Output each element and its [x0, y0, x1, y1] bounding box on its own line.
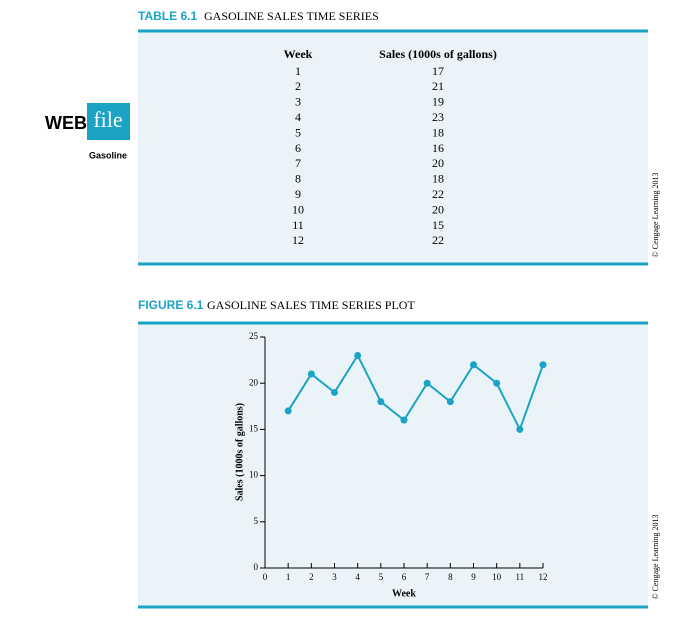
data-point	[446, 398, 454, 406]
x-tick-label: 0	[263, 572, 268, 582]
data-point	[470, 361, 477, 369]
table-cell: 8	[295, 172, 301, 186]
x-tick-label: 6	[402, 572, 407, 582]
table-cell: 18	[432, 172, 444, 186]
table-cell: 1	[295, 64, 301, 78]
data-point	[400, 416, 408, 424]
table-cell: 12	[292, 233, 304, 247]
table-panel	[138, 30, 648, 265]
table-cell: 18	[432, 125, 444, 139]
x-tick-label: 10	[492, 572, 502, 582]
file-label: file	[93, 107, 122, 132]
table-cell: 3	[295, 95, 301, 109]
column-header: Sales (1000s of gallons)	[379, 47, 497, 61]
table-cell: 5	[295, 125, 301, 139]
figure-title: GASOLINE SALES TIME SERIES PLOT	[207, 298, 415, 312]
figure-panel	[138, 322, 648, 608]
table-cell: 15	[432, 218, 444, 232]
data-point	[423, 379, 431, 387]
x-tick-label: 4	[355, 572, 360, 582]
y-tick-label: 15	[249, 423, 259, 433]
table-cell: 11	[292, 218, 304, 232]
x-tick-label: 7	[425, 572, 430, 582]
table-cell: 10	[292, 202, 304, 216]
copyright: © Cengage Learning 2013	[651, 515, 660, 600]
x-tick-label: 12	[539, 572, 548, 582]
web-label: WEB	[45, 113, 87, 133]
table-cell: 22	[432, 187, 444, 201]
table-cell: 20	[432, 156, 444, 170]
table-cell: 6	[295, 141, 301, 155]
table-cell: 23	[432, 110, 444, 124]
table-cell: 4	[295, 110, 301, 124]
x-tick-label: 5	[379, 572, 384, 582]
x-tick-label: 2	[309, 572, 314, 582]
table-cell: 20	[432, 202, 444, 216]
y-tick-label: 25	[249, 331, 259, 341]
table-cell: 22	[432, 233, 444, 247]
data-point	[539, 361, 547, 369]
table-cell: 21	[432, 79, 444, 93]
table-cell: 7	[295, 156, 301, 170]
y-tick-label: 10	[249, 470, 259, 480]
file-name: Gasoline	[89, 150, 127, 160]
x-tick-label: 9	[471, 572, 476, 582]
series-line	[287, 353, 544, 432]
table-title: GASOLINE SALES TIME SERIES	[204, 9, 379, 23]
x-tick-label: 1	[286, 572, 291, 582]
data-point	[307, 370, 315, 378]
data-point	[516, 425, 524, 433]
y-tick-label: 5	[254, 516, 259, 526]
table-cell: 2	[295, 79, 301, 93]
y-tick-label: 0	[254, 562, 259, 572]
data-point	[493, 379, 501, 387]
table-cell: 16	[432, 141, 444, 155]
column-header: Week	[284, 47, 313, 61]
figure-label: FIGURE 6.1	[138, 298, 204, 312]
table-cell: 19	[432, 95, 444, 109]
x-tick-label: 11	[515, 572, 524, 582]
y-axis-label: Sales (1000s of gallons)	[234, 403, 245, 501]
table-cell: 9	[295, 187, 301, 201]
data-point	[284, 407, 292, 415]
table-cell: 17	[432, 64, 444, 78]
file-box	[87, 103, 130, 140]
x-tick-label: 3	[332, 572, 337, 582]
y-tick-label: 20	[249, 377, 259, 387]
copyright: © Cengage Learning 2013	[651, 173, 660, 258]
x-axis-label: Week	[392, 588, 416, 599]
x-tick-label: 8	[448, 572, 453, 582]
data-point	[354, 351, 362, 359]
data-point	[331, 388, 338, 396]
table-label: TABLE 6.1	[138, 9, 197, 23]
data-point	[377, 398, 385, 406]
